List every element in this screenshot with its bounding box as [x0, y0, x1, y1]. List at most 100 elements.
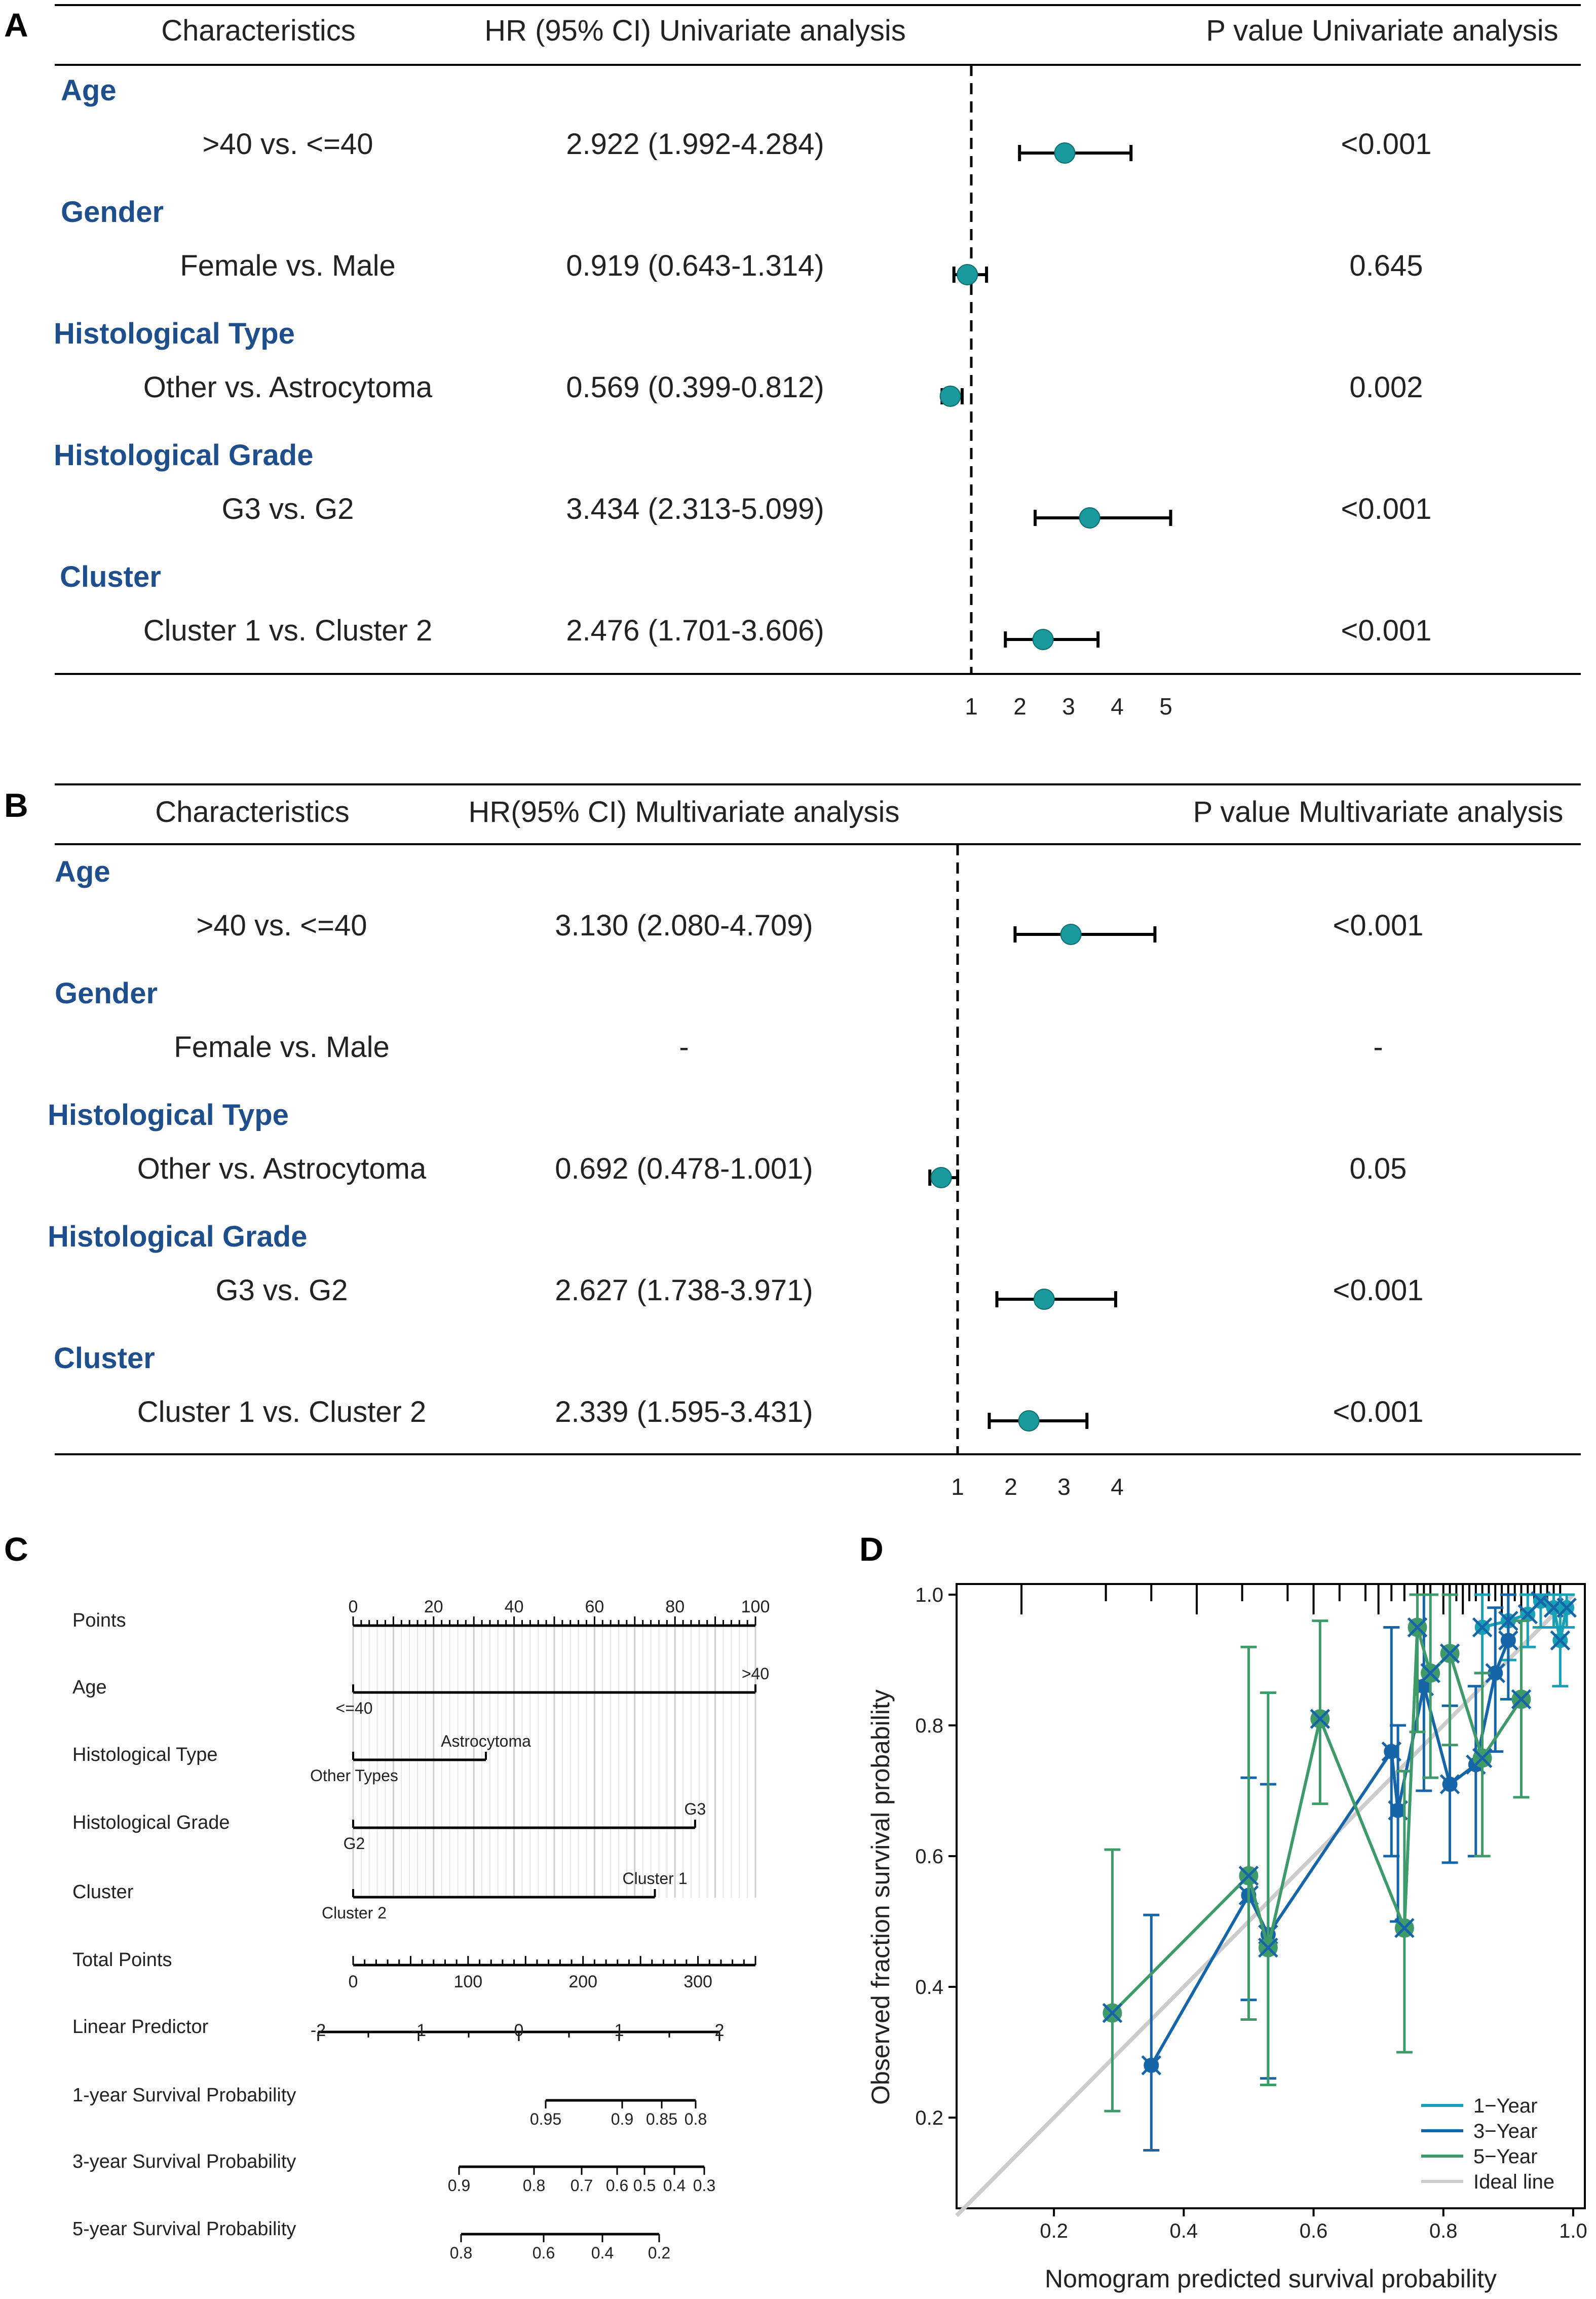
level-label-low: Other Types	[310, 1766, 398, 1785]
x-axis-title: Nomogram predicted survival probability	[1045, 2265, 1497, 2293]
nomogram-row-label: Cluster	[72, 1881, 134, 1903]
group-heading: Gender	[55, 977, 158, 1010]
linear-predictor-tick-label: 1	[615, 2021, 624, 2040]
survival-tick-label: 0.7	[571, 2176, 593, 2195]
linear-predictor-tick-label: 2	[715, 2021, 725, 2040]
group-heading: Cluster	[60, 560, 161, 593]
row-hr-ci: 2.339 (1.595-3.431)	[555, 1396, 813, 1428]
group-heading: Age	[55, 855, 110, 888]
calibration-cross	[1394, 1918, 1415, 1938]
survival-tick-label: 0.8	[523, 2176, 545, 2195]
hr-point	[1054, 142, 1076, 164]
survival-tick-label: 0.4	[591, 2244, 614, 2262]
hr-point	[1018, 1410, 1040, 1431]
row-hr-ci: 2.922 (1.992-4.284)	[566, 128, 824, 161]
points-tick-label: 80	[665, 1597, 685, 1616]
nomogram-row-label: Age	[72, 1677, 107, 1698]
total-points-tick-label: 100	[453, 1972, 482, 1991]
x-tick-label: 1	[965, 693, 978, 720]
survival-tick-label: 0.8	[450, 2244, 472, 2262]
row-label: G3 vs. G2	[221, 493, 354, 525]
row-label: >40 vs. <=40	[197, 909, 367, 942]
calibration-cross	[1407, 1617, 1428, 1638]
calibration-cross	[1258, 1937, 1278, 1958]
calibration-cross	[1511, 1689, 1532, 1710]
row-label: Cluster 1 vs. Cluster 2	[143, 614, 433, 647]
calibration-cross	[1102, 2003, 1123, 2023]
survival-tick-label: 0.8	[685, 2110, 707, 2128]
x-tick-label: 1.0	[1559, 2220, 1587, 2242]
row-p-value: <0.001	[1333, 909, 1423, 942]
row-label: Female vs. Male	[174, 1031, 389, 1064]
nomogram-row-label: 1-year Survival Probability	[72, 2085, 296, 2106]
plot-frame	[956, 1583, 1586, 2209]
nomogram-row-label: Linear Predictor	[72, 2016, 209, 2038]
header-hr: HR(95% CI) Multivariate analysis	[469, 796, 900, 828]
panel-label-d: D	[859, 1530, 884, 1568]
points-tick-label: 100	[741, 1597, 770, 1616]
row-p-value: <0.001	[1333, 1274, 1423, 1307]
y-tick-label: 0.6	[915, 1845, 943, 1868]
x-tick-label: 1	[951, 1474, 964, 1500]
level-label-low: <=40	[336, 1699, 373, 1717]
linear-predictor-tick-label: -2	[311, 2021, 326, 2040]
level-label-high: G3	[685, 1800, 706, 1818]
points-tick-label: 20	[424, 1597, 443, 1616]
points-tick-label: 0	[349, 1597, 358, 1616]
x-tick-label: 3	[1062, 693, 1075, 720]
level-label-low: G2	[344, 1834, 365, 1853]
total-points-tick-label: 200	[568, 1972, 597, 1991]
calibration-cross	[1439, 1774, 1460, 1794]
series-line-3-year	[1150, 1640, 1510, 2066]
nomogram-row-label: 3-year Survival Probability	[72, 2151, 296, 2172]
level-label-high: >40	[742, 1665, 769, 1683]
panel-label-c: C	[4, 1530, 28, 1568]
hr-point	[957, 264, 978, 285]
x-tick-label: 0.4	[1170, 2220, 1198, 2242]
legend-label: Ideal line	[1473, 2171, 1554, 2193]
survival-tick-label: 0.4	[663, 2176, 686, 2195]
row-p-value: -	[1373, 1031, 1383, 1064]
hr-point	[1060, 924, 1082, 945]
survival-tick-label: 0.95	[530, 2110, 561, 2128]
calibration-cross	[1556, 1598, 1577, 1618]
total-points-tick-label: 0	[349, 1972, 358, 1991]
calibration-cross	[1420, 1663, 1440, 1683]
calibration-plot: 0.2 0.4 0.6 0.8 1.0 0.2 0.4 0.6 0.8 1.0 Nomogram p…	[866, 1583, 1587, 2293]
survival-tick-label: 0.3	[693, 2176, 715, 2195]
series-line-5-year	[1111, 1627, 1523, 2014]
panel-label-a: A	[4, 6, 28, 44]
row-p-value: <0.001	[1333, 1396, 1423, 1428]
row-label: Cluster 1 vs. Cluster 2	[137, 1396, 427, 1428]
header-p-value: P value Univariate analysis	[1206, 14, 1558, 47]
x-tick-label: 0.6	[1300, 2220, 1328, 2242]
row-hr-ci: -	[679, 1031, 689, 1064]
calibration-cross	[1485, 1663, 1505, 1683]
calibration-cross	[1238, 1865, 1259, 1886]
row-hr-ci: 3.130 (2.080-4.709)	[555, 909, 813, 942]
row-label: Other vs. Astrocytoma	[137, 1152, 427, 1185]
group-heading: Histological Type	[48, 1099, 289, 1132]
points-tick-label: 40	[505, 1597, 524, 1616]
nomogram-row-label: Total Points	[72, 1949, 172, 1971]
points-tick-label: 60	[585, 1597, 604, 1616]
forest-plot-univariate: Characteristics HR (95% CI) Univariate an…	[54, 4, 1581, 720]
survival-tick-label: 0.6	[606, 2176, 628, 2195]
x-tick-label: 2	[1013, 693, 1027, 720]
legend-label: 1−Year	[1473, 2095, 1537, 2117]
row-p-value: 0.645	[1349, 249, 1423, 282]
row-p-value: 0.05	[1350, 1152, 1407, 1185]
x-tick-label: 4	[1111, 693, 1124, 720]
nomogram-row-label: Histological Type	[72, 1744, 218, 1765]
row-p-value: <0.001	[1341, 493, 1431, 525]
x-tick-label: 0.2	[1040, 2220, 1068, 2242]
calibration-cross	[1472, 1617, 1493, 1638]
nomogram-row-label: Points	[72, 1610, 126, 1631]
calibration-cross	[1472, 1748, 1493, 1768]
row-label: Female vs. Male	[180, 249, 395, 282]
calibration-cross	[1550, 1630, 1571, 1651]
calibration-cross	[1141, 2055, 1162, 2076]
group-heading: Cluster	[54, 1342, 155, 1375]
x-tick-label: 2	[1004, 1474, 1017, 1500]
linear-predictor-tick-label: 0	[514, 2021, 524, 2040]
